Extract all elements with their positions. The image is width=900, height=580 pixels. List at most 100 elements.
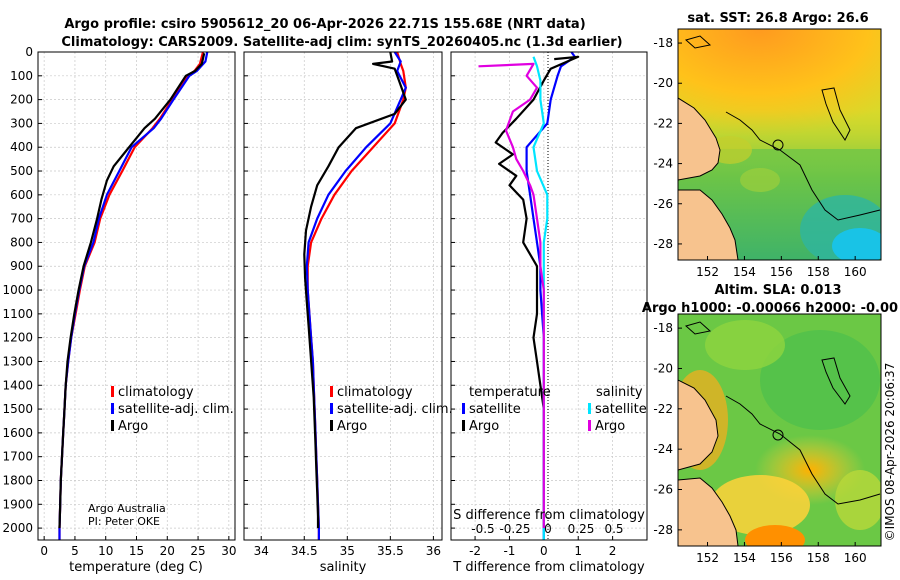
legend-label-t-satellite: satellite: [469, 402, 521, 417]
y-tick-label: 1100: [2, 307, 33, 321]
temperature-xlabel: temperature (deg C): [69, 560, 203, 575]
coastline-land: [678, 379, 739, 546]
climatology-line: [58, 51, 205, 540]
x-tick-label: 34: [254, 544, 269, 558]
map-y-tick-label: -28: [653, 237, 673, 251]
legend-label-argo: Argo: [118, 419, 148, 434]
legend-swatch-climatology: [111, 386, 114, 397]
sst-map-title: sat. SST: 26.8 Argo: 26.6: [687, 11, 868, 26]
legend-label-t-argo: Argo: [469, 419, 499, 434]
temperature-panel: 0 5 10 15 20 25 30 0 100 200 300 400 500 600 700 800 90…: [2, 45, 236, 575]
climatology-line: [306, 51, 407, 540]
y-tick-label: 0: [25, 45, 33, 59]
map-x-tick-label: 158: [807, 551, 830, 565]
argo-position-marker: [772, 139, 784, 151]
y-tick-label: 900: [10, 259, 33, 273]
legend-swatch-s-argo: [588, 420, 591, 431]
x-tick-label: 15: [129, 544, 144, 558]
sla-map-subtitle: Argo h1000: -0.00066 h2000: -0.00: [642, 301, 898, 316]
x-tick-label: 10: [98, 544, 113, 558]
x-tick-label: 30: [221, 544, 236, 558]
map-y-tick-label: -24: [653, 442, 673, 456]
salinity-grid: [244, 51, 442, 540]
salinity-panel: 34 34.5 35 35.5 36 salinity climatology sate…: [243, 51, 453, 575]
y-tick-label: 800: [10, 235, 33, 249]
map-y-tick-label: -20: [653, 361, 673, 375]
map-y-tick-label: -24: [653, 157, 673, 171]
y-tick-label: 200: [10, 93, 33, 107]
salinity-legend: climatology satellite-adj. clim. Argo: [330, 385, 453, 434]
y-tick-label: 400: [10, 140, 33, 154]
depth-contour: [725, 395, 881, 505]
title-line-1: Argo profile: csiro 5905612_20 06-Apr-20…: [64, 17, 585, 32]
sst-map-ticks: 152 154 156 158 160 -18 -20 -22 -24 -26 -28: [653, 36, 866, 279]
legend-label-s-satellite: satellite: [595, 402, 647, 417]
island-contour: [684, 321, 712, 335]
satellite-adj-clim-line: [58, 51, 209, 540]
x-tick-label: 2: [609, 544, 617, 558]
sst-map-panel: sat. SST: 26.8 Argo: 26.6 152 154 156 158 16…: [653, 11, 882, 279]
map-y-tick-label: -22: [653, 116, 673, 130]
y-tick-label: 1300: [2, 354, 33, 368]
legend-label-argo: Argo: [337, 419, 367, 434]
legend-title-temperature: temperature: [469, 385, 551, 400]
s-tick-label: 0.5: [604, 522, 623, 536]
legend-title-salinity: salinity: [596, 385, 643, 400]
difference-lines: [478, 51, 580, 540]
legend-swatch-argo: [330, 420, 333, 431]
map-x-tick-label: 152: [696, 551, 719, 565]
map-y-tick-label: -26: [653, 197, 673, 211]
y-tick-label: 1900: [2, 497, 33, 511]
reef-contour: [821, 87, 851, 141]
y-tick-label: 100: [10, 69, 33, 83]
map-x-tick-label: 156: [770, 551, 793, 565]
sla-map-frame: [677, 313, 882, 547]
legend-label-climatology: climatology: [118, 385, 194, 400]
credit-line-2: PI: Peter OKE: [88, 515, 160, 528]
legend-swatch-satellite-adj: [111, 403, 114, 414]
s-tick-label: 0.25: [568, 522, 595, 536]
map-y-tick-label: -28: [653, 523, 673, 537]
legend-swatch-s-satellite: [588, 403, 591, 414]
x-tick-label: -2: [469, 544, 481, 558]
s-tick-label: -0.5: [471, 522, 494, 536]
sst-map-field: [678, 29, 881, 260]
credit-line-1: Argo Australia: [88, 502, 166, 515]
s-tick-label: -0.25: [499, 522, 530, 536]
x-tick-label: 36: [426, 544, 441, 558]
s-difference-label: S difference from climatology: [453, 508, 645, 523]
x-tick-label: 1: [574, 544, 582, 558]
y-tick-label: 1800: [2, 473, 33, 487]
title-line-2: Climatology: CARS2009. Satellite-adj cli…: [61, 35, 622, 50]
map-x-tick-label: 154: [733, 551, 756, 565]
map-y-tick-label: -18: [653, 321, 673, 335]
legend-swatch-t-argo: [462, 420, 465, 431]
temperature-satellite-line: [525, 51, 576, 540]
salinity-x-ticks: 34 34.5 35 35.5 36: [254, 544, 441, 558]
temperature-grid: [38, 51, 235, 540]
sst-map-frame: [677, 28, 882, 261]
s-difference-ticks: -0.5 -0.25 0 0.25 0.5: [471, 522, 623, 536]
difference-axes-box: [450, 51, 648, 541]
y-tick-label: 300: [10, 116, 33, 130]
satellite-adj-clim-line: [305, 51, 407, 540]
t-difference-xlabel: T difference from climatology: [452, 560, 645, 575]
island-contour: [684, 35, 712, 49]
x-tick-label: 20: [160, 544, 175, 558]
y-tick-label: 700: [10, 212, 33, 226]
legend-label-satellite-adj: satellite-adj. clim.: [118, 402, 234, 417]
legend-label-climatology: climatology: [337, 385, 413, 400]
x-tick-label: 35: [340, 544, 355, 558]
map-y-tick-label: -26: [653, 483, 673, 497]
legend-label-satellite-adj: satellite-adj. clim.: [337, 402, 453, 417]
y-tick-label: 1600: [2, 426, 33, 440]
difference-grid: [451, 51, 647, 540]
imos-timestamp: ©IMOS 08-Apr-2026 20:06:37: [883, 363, 897, 542]
x-tick-label: -1: [503, 544, 515, 558]
sla-map-panel: Altim. SLA: 0.013 Argo h1000: -0.00066 h…: [642, 283, 898, 565]
salinity-argo-line: [478, 62, 545, 529]
temperature-legend: climatology satellite-adj. clim. Argo: [111, 385, 234, 434]
x-tick-label: 25: [190, 544, 205, 558]
y-tick-label: 500: [10, 164, 33, 178]
